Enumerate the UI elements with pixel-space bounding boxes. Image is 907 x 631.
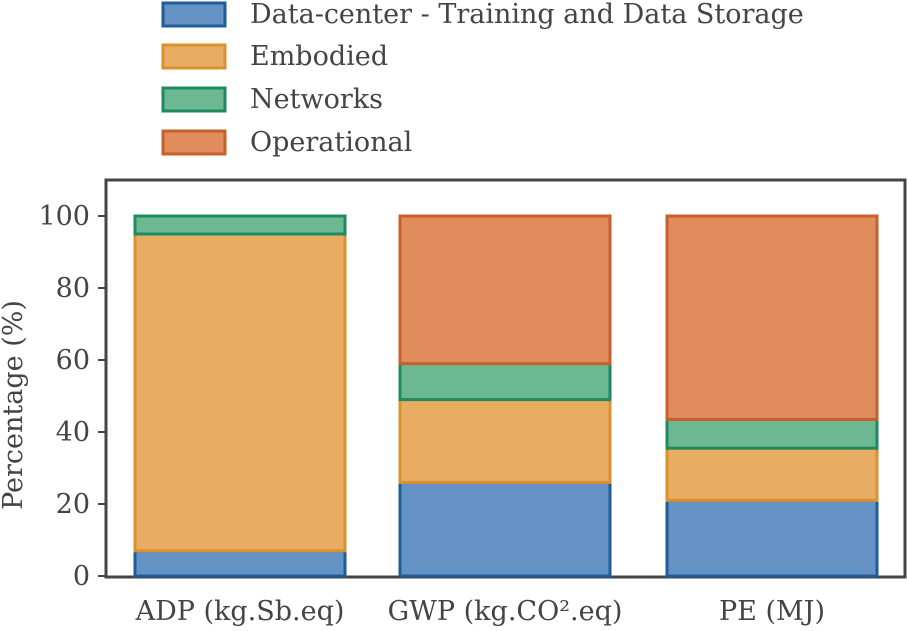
bar-pe-mj-operational — [665, 214, 879, 421]
y-axis-ticks: 0 20 40 60 80 100 — [38, 201, 106, 592]
x-tick-label-gwp-kg-co-eq: GWP (kg.CO².eq) — [388, 596, 623, 627]
bar-gwp-kg-co-eq-operational — [398, 214, 612, 366]
legend-swatch-operational — [161, 129, 227, 156]
bar-pe-mj-embodied — [665, 446, 879, 502]
legend-label-networks: Networks — [250, 84, 383, 115]
bar-pe-mj-data-center-training-and-data-storage — [665, 498, 879, 578]
bars — [133, 214, 879, 578]
bar-gwp-kg-co-eq-embodied — [398, 398, 612, 484]
legend-swatch-embodied — [161, 43, 227, 70]
legend: Data-center - Training and Data Storage E… — [161, 0, 804, 158]
y-tick-label-60: 60 — [56, 345, 90, 376]
y-tick-label-40: 40 — [56, 417, 90, 448]
y-tick-label-20: 20 — [56, 489, 90, 520]
y-axis-label: Percentage (%) — [0, 300, 29, 510]
x-tick-label-pe-mj: PE (MJ) — [719, 596, 825, 627]
y-tick-label-100: 100 — [38, 201, 90, 232]
x-axis-ticks: ADP (kg.Sb.eq) GWP (kg.CO².eq) PE (MJ) — [135, 596, 825, 627]
y-tick-label-80: 80 — [56, 273, 90, 304]
legend-swatch-networks — [161, 86, 227, 113]
legend-label-operational: Operational — [250, 127, 412, 158]
bar-gwp-kg-co-eq-data-center-training-and-data-storage — [398, 480, 612, 578]
bar-pe-mj-networks — [665, 417, 879, 450]
legend-label-embodied: Embodied — [250, 41, 388, 72]
bar-adp-kg-sb-eq-networks — [133, 214, 347, 236]
y-tick-label-0: 0 — [73, 561, 90, 592]
bar-adp-kg-sb-eq-embodied — [133, 232, 347, 553]
legend-label-data-center-training-and-data-storage: Data-center - Training and Data Storage — [250, 0, 804, 30]
legend-swatch-data-center-training-and-data-storage — [161, 1, 227, 28]
bar-gwp-kg-co-eq-networks — [398, 362, 612, 402]
x-tick-label-adp-kg-sb-eq: ADP (kg.Sb.eq) — [135, 596, 345, 627]
bar-adp-kg-sb-eq-data-center-training-and-data-storage — [133, 549, 347, 578]
